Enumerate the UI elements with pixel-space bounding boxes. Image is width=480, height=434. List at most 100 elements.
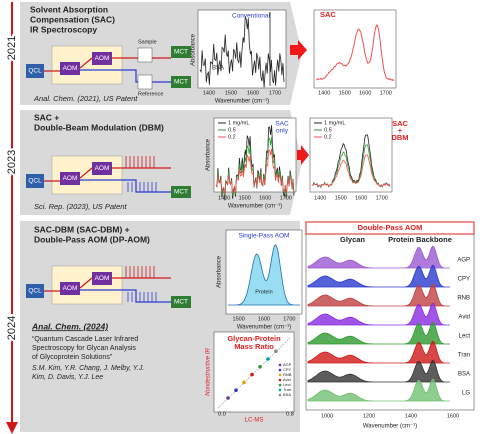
label: AOM (63, 175, 78, 182)
legend-entry: Tran (283, 387, 291, 392)
tick-label: 1700 (283, 316, 295, 322)
spectrum (215, 148, 295, 195)
label: Absorbance (206, 138, 212, 171)
spectrum (307, 283, 450, 307)
legend-entry: Lect (283, 382, 291, 387)
point (258, 365, 262, 369)
tick-label: 1600 (447, 413, 459, 419)
row-label: LG (462, 391, 470, 397)
beam (80, 69, 171, 83)
tick-label: 1400 (203, 90, 215, 96)
label: SAC (392, 119, 408, 128)
source (26, 64, 44, 78)
tick-label: 1200 (363, 413, 375, 419)
arrow (297, 145, 309, 165)
label: only (276, 128, 289, 135)
citation: Anal. Chem. (2021), US Patent (33, 94, 138, 103)
legend-swatch (278, 378, 282, 382)
row-label: Lect (459, 334, 471, 340)
modulator (92, 162, 112, 175)
label: S.M. Kim, Y.R. Chang, J. Melby, Y.J. (32, 365, 144, 372)
point (226, 396, 230, 400)
row-label: Tran (458, 353, 470, 359)
label: 0.8 (286, 411, 294, 417)
legend-entry: 0.2 (324, 134, 332, 140)
spectrum (307, 378, 450, 402)
legend-entry: 1 mg/mL (228, 120, 249, 126)
point (250, 372, 254, 377)
point (274, 349, 278, 354)
spectrum (228, 244, 300, 306)
label: Wavenumber (cm⁻¹) (237, 325, 291, 331)
label: LC-MS (245, 418, 264, 424)
tick-label: 1700 (380, 90, 392, 96)
row-label: AGP (457, 258, 470, 264)
label: Wavenumber (cm⁻¹) (215, 99, 269, 105)
panel-title: Double-Beam Modulation (DBM) (34, 122, 164, 132)
label: DBM (391, 133, 408, 142)
panel-title: Solvent Absorption (30, 4, 108, 14)
label: of Glycoprotein Solutions” (32, 354, 113, 361)
label: Glycan-Protein (227, 334, 281, 343)
source (26, 174, 44, 188)
beam (44, 277, 171, 292)
legend-entry: 1 mg/mL (324, 120, 345, 126)
modulator (60, 282, 80, 295)
label: Conventional (232, 13, 270, 20)
header-band (305, 221, 475, 235)
detector (171, 46, 191, 58)
spectrum (307, 340, 450, 364)
label: Absorbance (191, 33, 197, 66)
label: Mass Ratio (234, 342, 274, 351)
tick-label: 1500 (339, 90, 351, 96)
tick-label: 1500 (239, 195, 251, 201)
year: 2024 (6, 316, 18, 340)
legend-swatch (278, 383, 282, 387)
label: Protein (255, 289, 272, 295)
arrow (290, 40, 307, 60)
panel-title: SAC-DBM (SAC-DBM) + (34, 224, 130, 234)
fit-line (217, 337, 291, 409)
legend-swatch (278, 368, 282, 372)
legend-swatch (278, 393, 282, 397)
tick-label: 1700 (280, 195, 292, 201)
tick-label: 1700 (376, 195, 388, 201)
tick-label: 1600 (259, 195, 271, 201)
tick-label: 1400 (405, 413, 417, 419)
tick-label: 1500 (233, 316, 245, 322)
citation: Sci. Rep. (2023), US Patent (34, 202, 127, 211)
spectrum (307, 264, 450, 288)
label: Wavenumber (cm⁻¹) (228, 204, 282, 210)
tick-label: 1600 (355, 195, 367, 201)
label: Double-Pass AOM (358, 223, 423, 232)
label: QCL (28, 288, 42, 295)
row-label: CPY (458, 277, 470, 283)
label: AOM (95, 275, 110, 282)
label: QCL (28, 68, 42, 75)
panel-title: SAC + (34, 112, 59, 122)
legend-entry: BSA (283, 392, 291, 397)
panel-title: Double-Pass AOM (DP-AOM) (34, 234, 150, 244)
label: MCT (174, 49, 188, 56)
point (242, 380, 246, 385)
detector (171, 296, 191, 308)
tick-label: 1400 (218, 195, 230, 201)
label: Single-Pass AOM (239, 233, 290, 240)
citation: Anal. Chem. (2024) (31, 321, 108, 331)
label: + (398, 126, 403, 135)
label: SAC (275, 121, 289, 128)
beam (44, 167, 171, 182)
legend-entry: AGP (283, 362, 292, 367)
legend-entry: Avid (283, 377, 291, 382)
detector (171, 186, 191, 198)
cell (137, 74, 153, 90)
point (266, 357, 270, 361)
chart-frame (309, 117, 393, 193)
legend-entry: 0.5 (228, 127, 236, 133)
label: Absorbance (217, 255, 223, 288)
label: Reference (138, 91, 163, 97)
label: Wavenumber (cm⁻¹) (363, 424, 417, 430)
label: MCT (174, 79, 188, 86)
modulator (60, 62, 80, 75)
row-label: BSA (458, 372, 470, 378)
